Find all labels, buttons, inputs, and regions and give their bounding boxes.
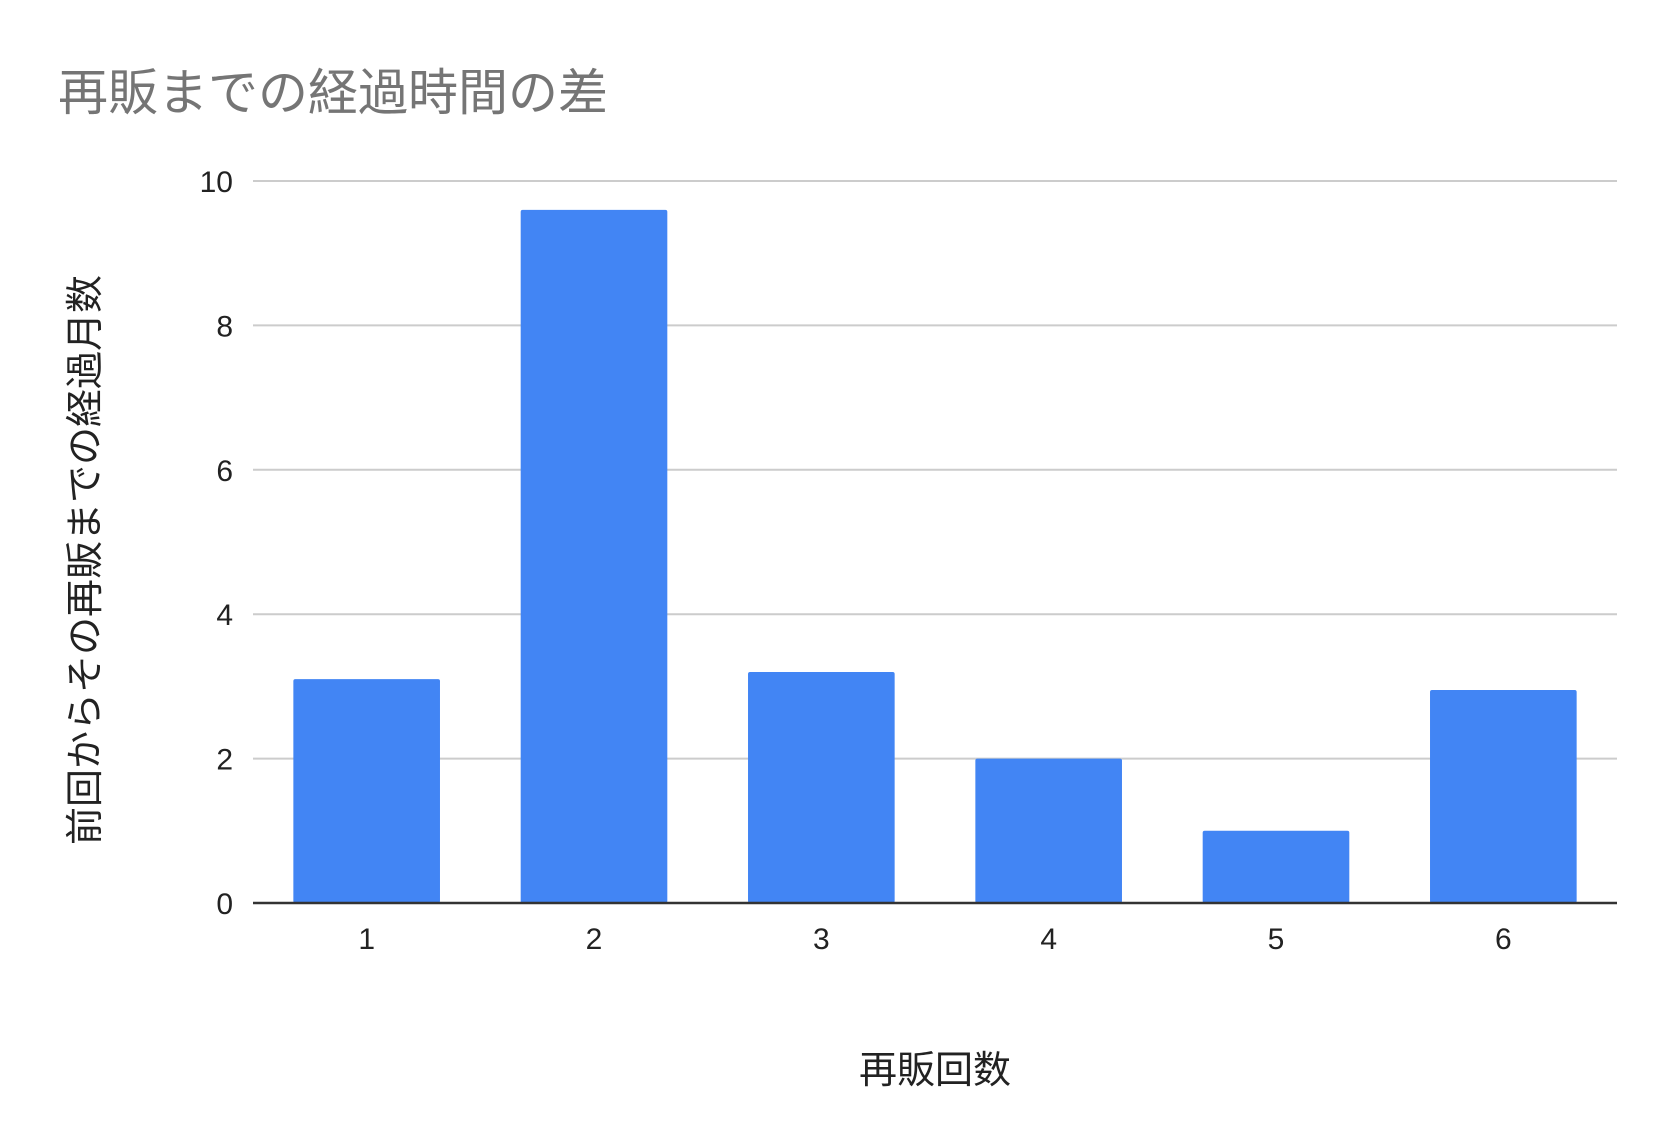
y-tick-label: 6	[216, 455, 233, 488]
x-tick-label: 2	[586, 923, 603, 956]
x-axis-title: 再販回数	[859, 1048, 1011, 1092]
gridlines	[253, 181, 1617, 759]
y-tick-label: 0	[216, 888, 233, 921]
y-axis-tick-labels: 0 2 4 6 8 10	[200, 166, 233, 921]
bar-3	[748, 672, 895, 903]
x-tick-label: 5	[1268, 923, 1285, 956]
y-tick-label: 8	[216, 310, 233, 343]
chart-title: 再販までの経過時間の差	[58, 64, 608, 122]
bar-5	[1203, 831, 1350, 903]
x-axis-tick-labels: 1 2 3 4 5 6	[358, 923, 1511, 956]
x-tick-label: 3	[813, 923, 830, 956]
bar-2	[521, 210, 668, 903]
x-tick-label: 1	[358, 923, 375, 956]
bar-6	[1430, 690, 1577, 903]
y-tick-label: 10	[200, 166, 233, 199]
bars	[293, 210, 1576, 903]
y-tick-label: 4	[216, 599, 233, 632]
x-tick-label: 4	[1040, 923, 1057, 956]
y-axis-title: 前回からその再販までの経過月数	[63, 275, 107, 845]
bar-4	[975, 759, 1122, 903]
x-tick-label: 6	[1495, 923, 1512, 956]
y-tick-label: 2	[216, 744, 233, 777]
bar-1	[293, 679, 440, 903]
